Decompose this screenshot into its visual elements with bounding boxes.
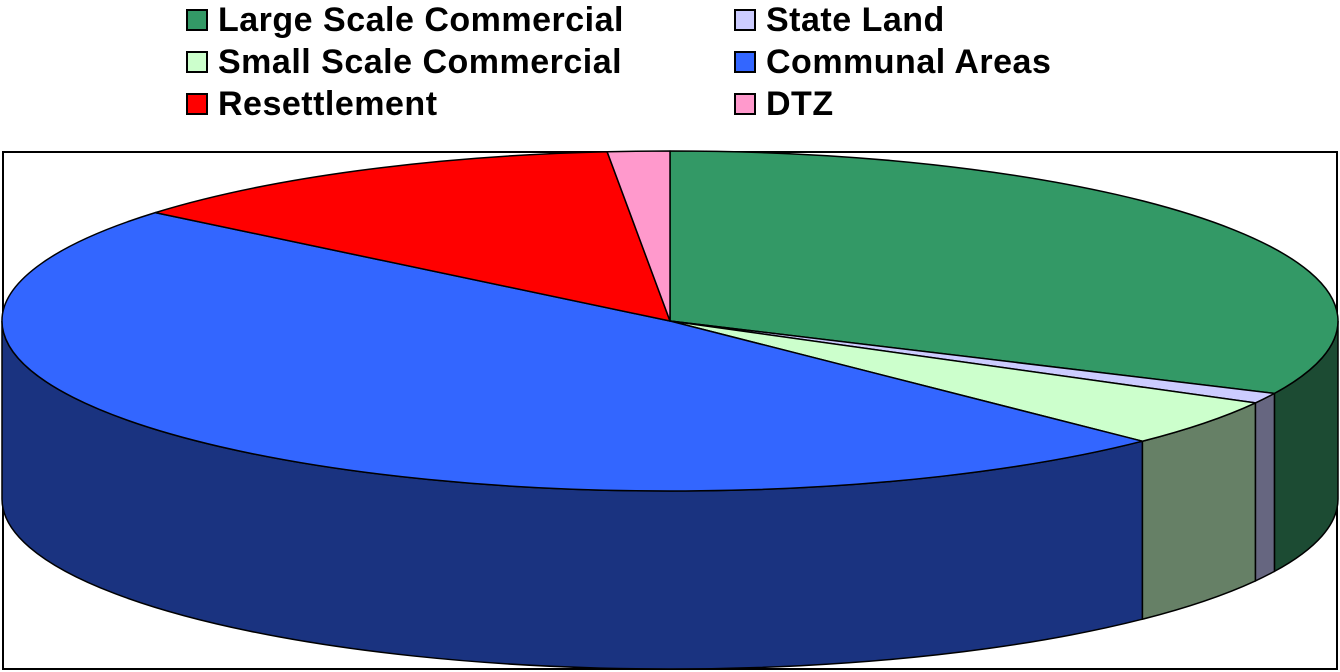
legend-label: State Land [766, 0, 945, 39]
pie-slice-dtz [606, 150, 671, 322]
pie-top [1, 150, 1339, 492]
legend: Large Scale Commercial State Land Small … [0, 0, 1340, 130]
pie-slice-resettlement [154, 151, 671, 322]
pie-slice-large-scale-commercial [669, 150, 1339, 395]
pie-side-state-land [1254, 392, 1276, 583]
legend-label: Communal Areas [766, 42, 1052, 81]
legend-swatch-small-scale-commercial [186, 51, 208, 73]
legend-item-small-scale-commercial: Small Scale Commercial [186, 42, 622, 82]
legend-label: Large Scale Commercial [218, 0, 624, 39]
legend-swatch-dtz [734, 93, 756, 115]
pie-slice-small-scale-commercial [669, 320, 1257, 442]
legend-item-dtz: DTZ [734, 84, 834, 124]
legend-swatch-resettlement [186, 93, 208, 115]
legend-item-state-land: State Land [734, 0, 945, 40]
legend-item-communal-areas: Communal Areas [734, 42, 1051, 82]
legend-swatch-communal-areas [734, 51, 756, 73]
pie-slice-communal-areas [1, 211, 1144, 492]
legend-label: Resettlement [218, 84, 438, 123]
legend-label: Small Scale Commercial [218, 42, 623, 81]
legend-swatch-large-scale-commercial [186, 9, 208, 31]
legend-label: DTZ [766, 84, 834, 123]
legend-item-resettlement: Resettlement [186, 84, 438, 124]
legend-swatch-state-land [734, 9, 756, 31]
legend-item-large-scale-commercial: Large Scale Commercial [186, 0, 624, 40]
